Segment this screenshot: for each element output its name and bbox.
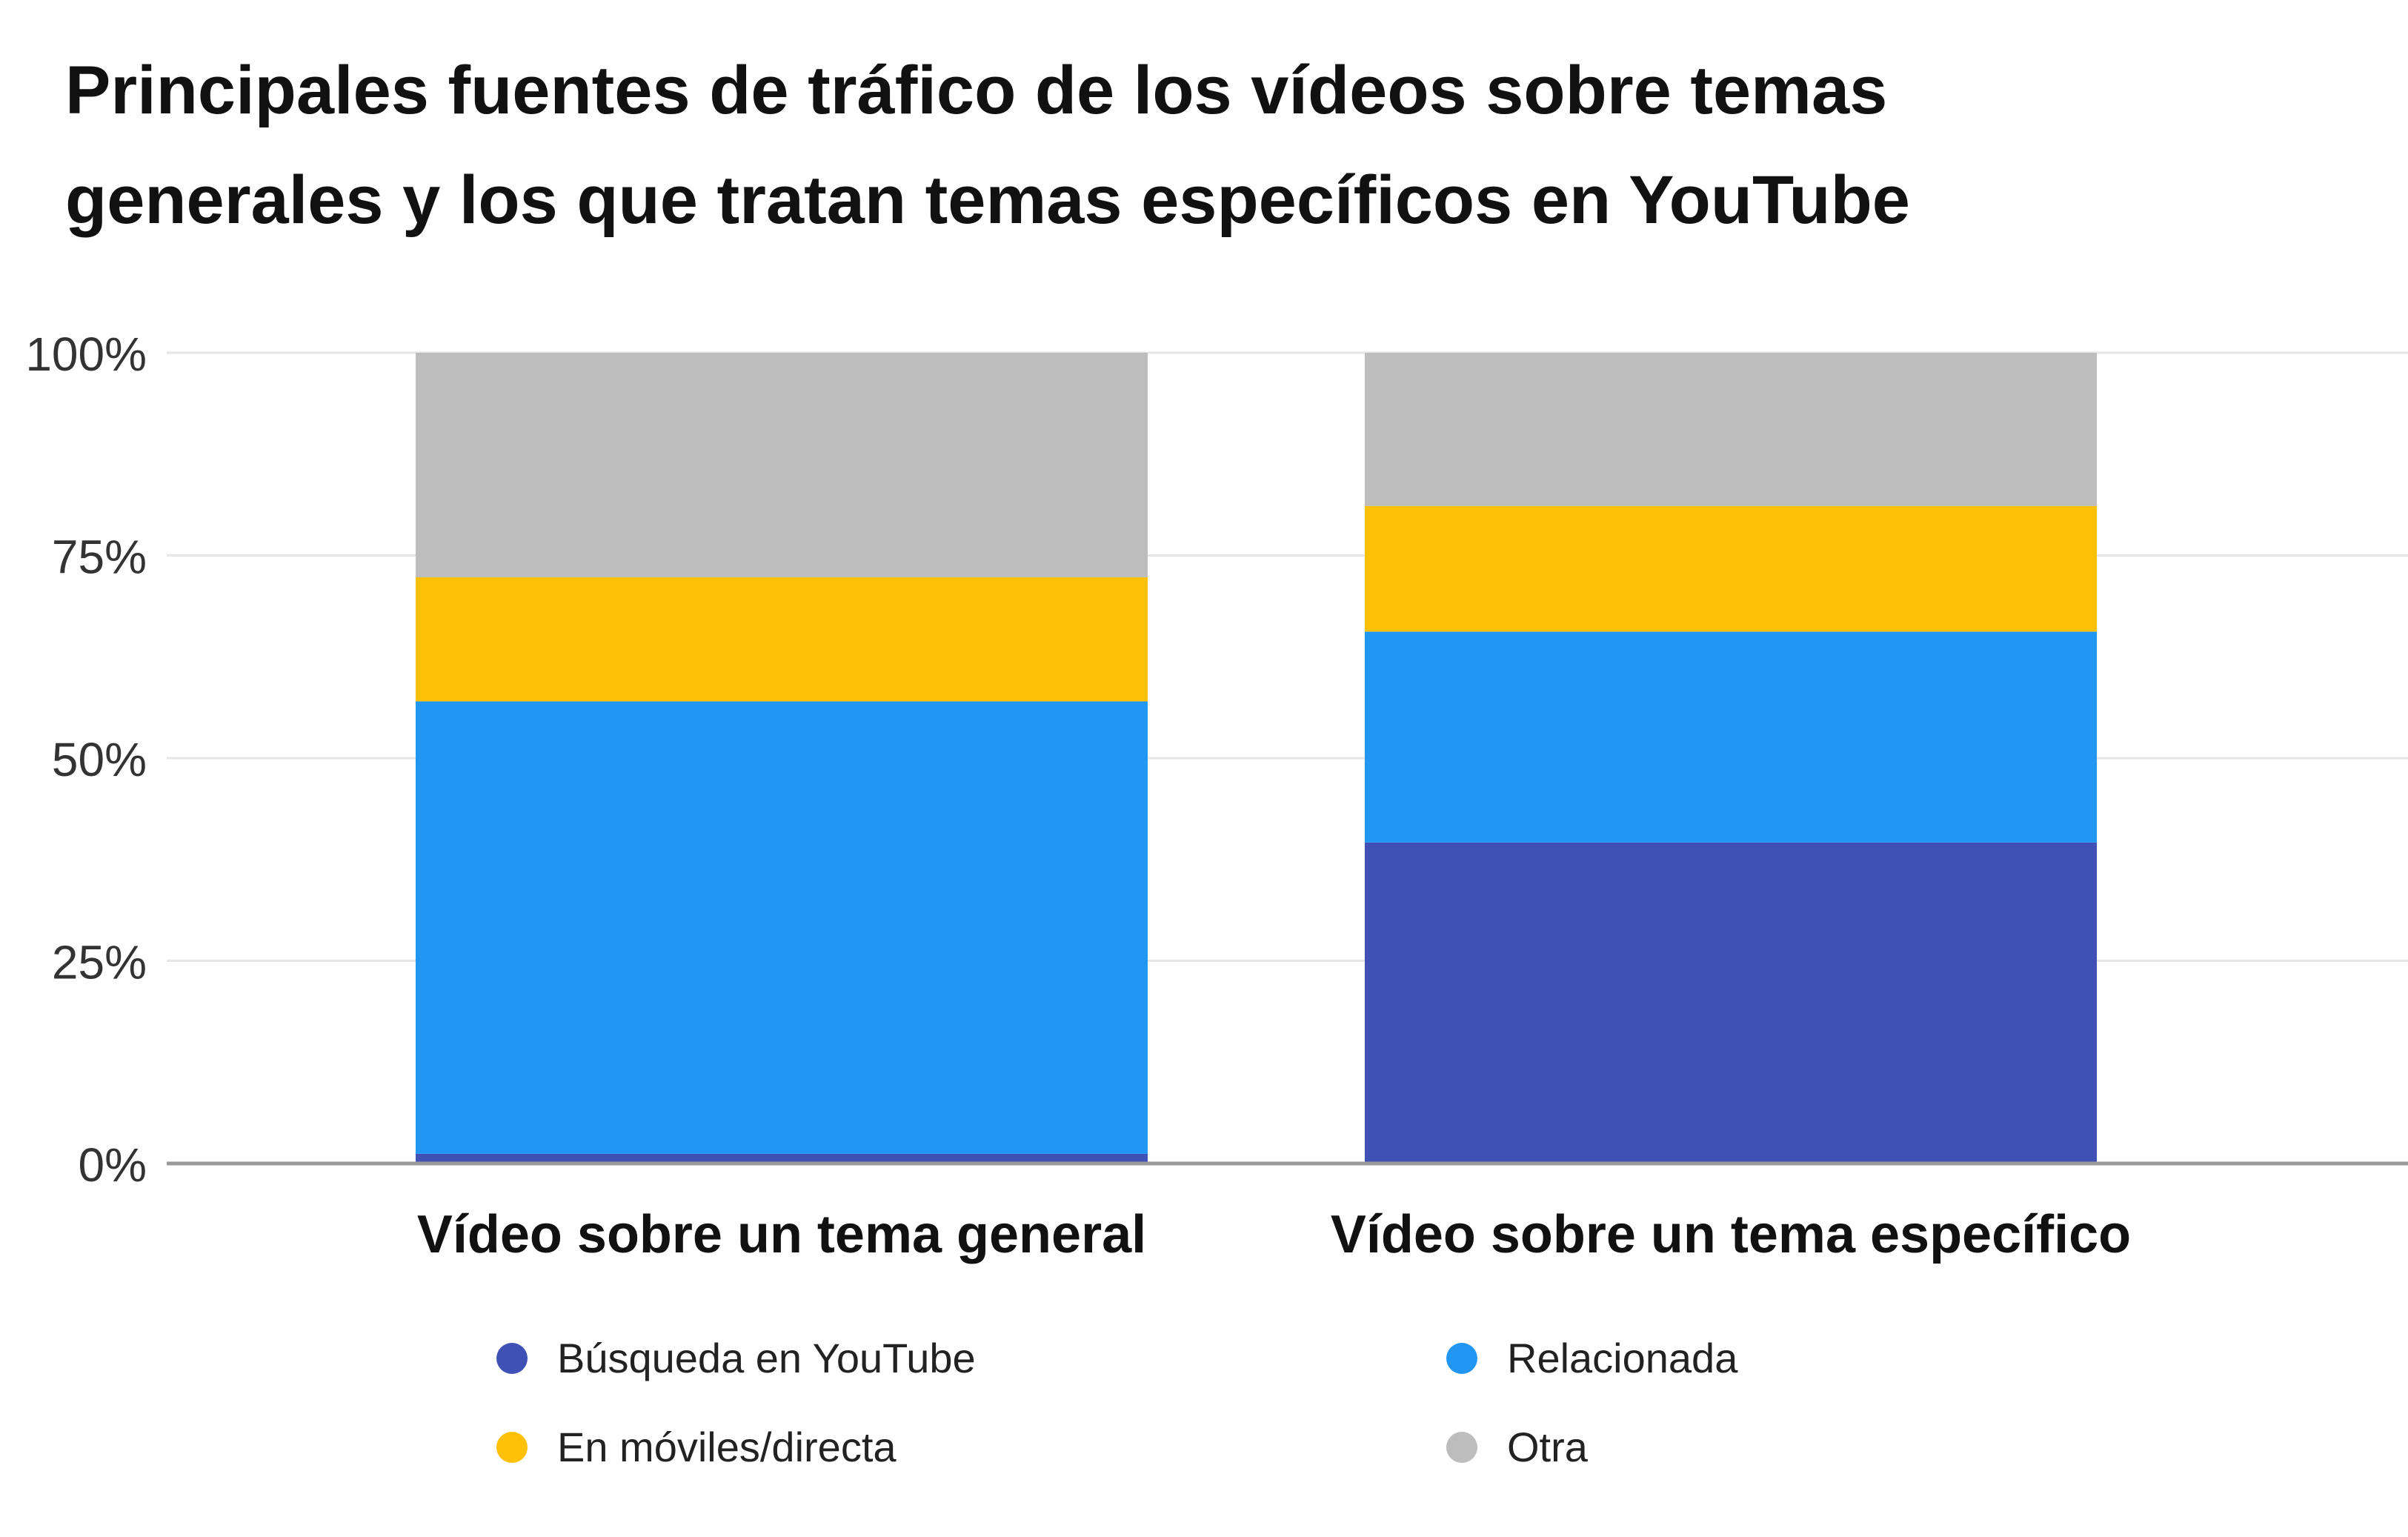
bar-segment (1365, 353, 2097, 506)
legend-swatch (496, 1342, 528, 1374)
y-tick-label: 50% (52, 733, 147, 786)
legend-item: En móviles/directa (496, 1423, 897, 1471)
legend-swatch (1446, 1342, 1477, 1374)
bar-segment (416, 353, 1148, 578)
legend-label: En móviles/directa (557, 1424, 897, 1470)
legend-item: Búsqueda en YouTube (496, 1334, 976, 1382)
chart-title: Principales fuentes de tráfico de los ví… (65, 36, 2288, 255)
bars (416, 353, 2097, 1163)
bar-segment (1365, 505, 2097, 632)
bar-segment (1365, 842, 2097, 1163)
bar-segment (1365, 631, 2097, 843)
legend-swatch (496, 1431, 528, 1463)
bar-segment (416, 701, 1148, 1154)
y-tick-labels: 0% 25% 50% 75% 100% (25, 328, 147, 1192)
legend-label: Otra (1507, 1424, 1588, 1470)
legend-label: Relacionada (1507, 1335, 1738, 1381)
legend-label: Búsqueda en YouTube (557, 1335, 976, 1381)
chart-title-line-1: Principales fuentes de tráfico de los ví… (65, 53, 1888, 128)
bar-segment (416, 1153, 1148, 1163)
y-tick-label: 100% (25, 328, 147, 381)
x-tick-label: Vídeo sobre un tema general (417, 1205, 1146, 1264)
x-tick-label: Vídeo sobre un tema específico (1331, 1205, 2131, 1264)
legend-item: Relacionada (1446, 1334, 1737, 1382)
legend-item: Otra (1446, 1423, 1588, 1471)
legend-swatch (1446, 1431, 1477, 1463)
y-tick-label: 75% (52, 531, 147, 584)
x-tick-labels: Vídeo sobre un tema general Vídeo sobre u… (417, 1205, 2131, 1264)
y-tick-label: 0% (79, 1138, 147, 1192)
chart-title-line-2: generales y los que tratan temas específ… (65, 162, 1910, 238)
y-tick-label: 25% (52, 936, 147, 989)
bar-segment (416, 577, 1148, 702)
